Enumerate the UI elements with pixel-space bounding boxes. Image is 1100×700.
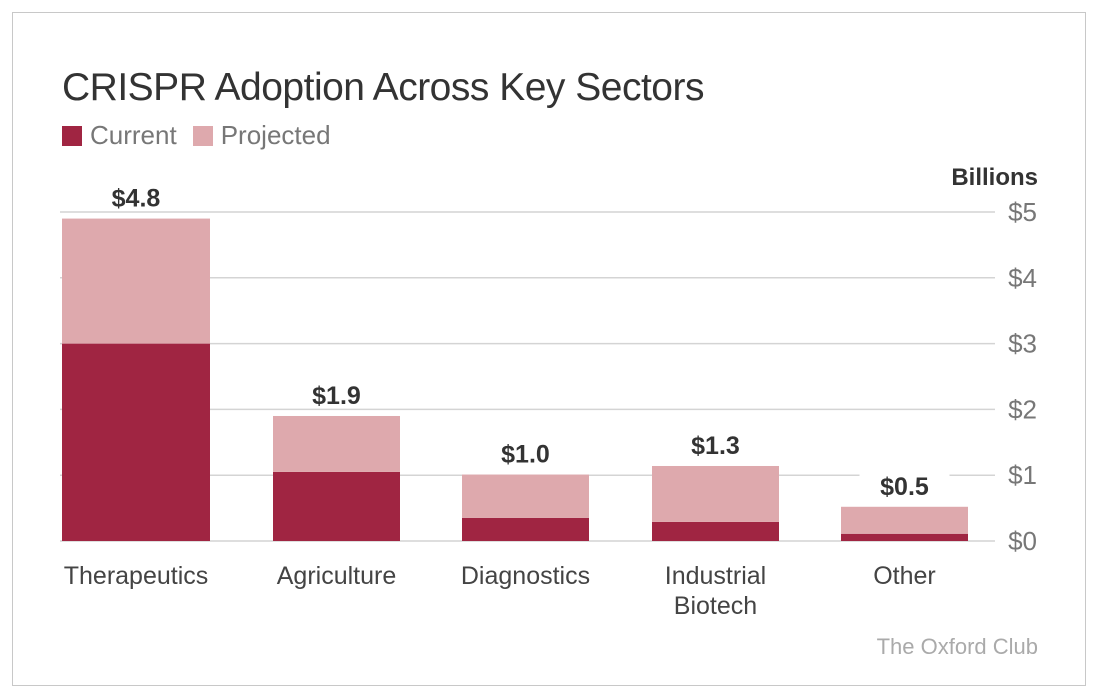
data-label-bg (859, 468, 950, 499)
chart-title: CRISPR Adoption Across Key Sectors (62, 66, 704, 109)
data-label: $1.0 (501, 441, 550, 469)
x-tick-label: Biotech (674, 592, 757, 620)
bar-projected (273, 415, 400, 472)
x-tick-label: Other (873, 562, 936, 590)
bar-current (841, 533, 968, 541)
bar-current (652, 521, 779, 541)
x-tick-label: Therapeutics (64, 562, 209, 590)
legend-swatch-projected (192, 125, 213, 146)
y-tick-label: $5 (1008, 197, 1037, 227)
data-label: $1.9 (312, 382, 361, 410)
y-tick-label: $1 (1008, 460, 1037, 490)
legend-label-projected: Projected (220, 120, 331, 150)
y-tick-label: $0 (1008, 526, 1037, 556)
legend-label-current: Current (90, 120, 177, 150)
data-label: $4.8 (112, 185, 161, 213)
x-tick-label: Industrial (665, 562, 766, 590)
y-axis-unit: Billions (951, 164, 1038, 191)
x-tick-label: Agriculture (277, 562, 397, 590)
data-label: $0.5 (880, 473, 929, 501)
bar-projected (841, 506, 968, 534)
bar-projected (62, 218, 210, 344)
bar-current (62, 343, 210, 541)
y-tick-label: $3 (1008, 329, 1037, 359)
bar-projected (462, 474, 589, 518)
source-credit: The Oxford Club (876, 634, 1038, 659)
chart-frame (12, 12, 1086, 686)
data-label: $1.3 (691, 432, 740, 460)
y-tick-label: $2 (1008, 394, 1037, 424)
y-tick-label: $4 (1008, 263, 1037, 293)
data-label-bg (91, 180, 181, 211)
data-label-bg (291, 377, 382, 408)
x-tick-label: Diagnostics (461, 562, 590, 590)
bar-projected (652, 465, 779, 522)
bar-current (273, 471, 400, 541)
data-label-bg (480, 436, 571, 467)
bar-current (462, 517, 589, 541)
legend: Current Projected (62, 120, 331, 151)
data-label-bg (670, 427, 761, 458)
legend-swatch-current (62, 125, 82, 146)
